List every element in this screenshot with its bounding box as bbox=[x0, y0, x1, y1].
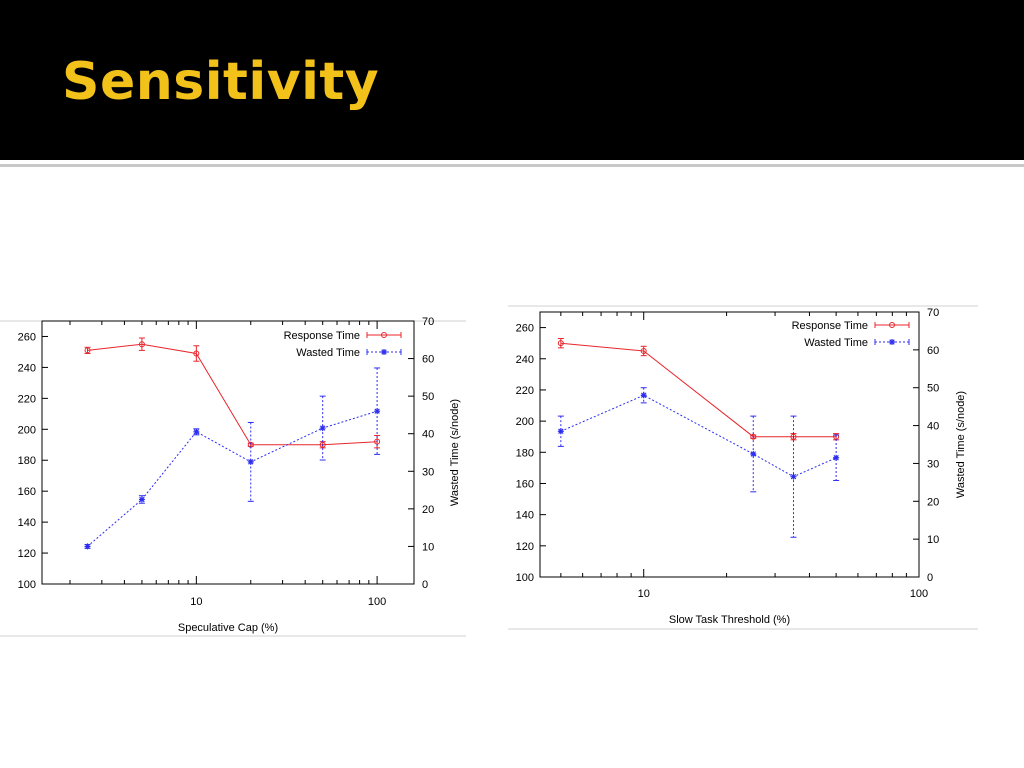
y-tick-label: 100 bbox=[18, 579, 36, 591]
legend-label-wasted-time: Wasted Time bbox=[804, 337, 868, 349]
y-tick-label: 140 bbox=[18, 517, 36, 529]
title-divider bbox=[0, 164, 1024, 167]
y2-axis-label: Wasted Time (s/node) bbox=[449, 399, 461, 506]
legend-marker-response-time bbox=[381, 332, 387, 338]
series-line-wasted-time bbox=[560, 394, 837, 478]
data-point-response-time bbox=[319, 441, 326, 448]
legend-marker-wasted-time bbox=[381, 349, 387, 355]
y2-tick-label: 70 bbox=[422, 316, 434, 328]
data-point-wasted-time bbox=[750, 450, 757, 457]
legend-label-response-time: Response Time bbox=[284, 330, 360, 342]
y2-tick-label: 30 bbox=[422, 466, 434, 478]
y2-tick-label: 10 bbox=[927, 534, 939, 546]
y2-tick-label: 40 bbox=[927, 421, 939, 433]
legend-marker-response-time bbox=[889, 322, 895, 328]
y2-tick-label: 30 bbox=[927, 458, 939, 470]
data-point-wasted-time bbox=[319, 425, 326, 432]
series-line-response-time bbox=[87, 343, 378, 446]
y2-tick-label: 40 bbox=[422, 429, 434, 441]
y2-axis-label: Wasted Time (s/node) bbox=[955, 391, 967, 498]
y2-tick-label: 60 bbox=[927, 345, 939, 357]
y2-tick-label: 0 bbox=[927, 572, 933, 584]
y2-tick-label: 50 bbox=[422, 391, 434, 403]
y-tick-label: 160 bbox=[18, 486, 36, 498]
y2-tick-label: 0 bbox=[422, 579, 428, 591]
data-point-wasted-time bbox=[374, 408, 381, 415]
title-bar: Sensitivity bbox=[0, 0, 1024, 160]
y2-tick-label: 20 bbox=[927, 496, 939, 508]
y-tick-label: 120 bbox=[18, 548, 36, 560]
y-tick-label: 160 bbox=[516, 478, 534, 490]
series-line-wasted-time bbox=[87, 410, 378, 547]
x-tick-label: 100 bbox=[368, 596, 386, 608]
data-point-response-time bbox=[84, 347, 91, 354]
data-point-response-time bbox=[790, 433, 797, 440]
y-tick-label: 260 bbox=[18, 331, 36, 343]
data-point-wasted-time bbox=[84, 543, 91, 550]
y-tick-label: 180 bbox=[18, 455, 36, 467]
data-point-response-time bbox=[750, 433, 757, 440]
y-tick-label: 120 bbox=[516, 541, 534, 553]
x-axis-label: Speculative Cap (%) bbox=[178, 622, 278, 634]
legend-label-wasted-time: Wasted Time bbox=[296, 347, 360, 359]
data-point-response-time bbox=[640, 347, 647, 354]
chart-slow-task-threshold: 100 120 140 160 180 200 220 240 260 0 10 20 30 40 50 60… bbox=[506, 300, 981, 632]
x-tick-label: 100 bbox=[910, 588, 928, 600]
y-tick-label: 220 bbox=[516, 385, 534, 397]
data-point-wasted-time bbox=[247, 458, 254, 465]
data-point-wasted-time bbox=[833, 454, 840, 461]
plot-area bbox=[41, 320, 415, 585]
y-tick-label: 200 bbox=[516, 416, 534, 428]
y2-tick-label: 10 bbox=[422, 541, 434, 553]
y-tick-label: 220 bbox=[18, 393, 36, 405]
legend-marker-wasted-time bbox=[889, 339, 895, 345]
y-tick-label: 260 bbox=[516, 323, 534, 335]
chart-svg-slow-task-threshold: 100 120 140 160 180 200 220 240 260 0 10 20 30 40 50 60… bbox=[508, 305, 978, 630]
y2-tick-label: 70 bbox=[927, 307, 939, 319]
y-tick-label: 200 bbox=[18, 424, 36, 436]
y-tick-label: 140 bbox=[516, 510, 534, 522]
slide-title: Sensitivity bbox=[62, 52, 380, 112]
y-tick-label: 100 bbox=[516, 572, 534, 584]
data-point-wasted-time bbox=[138, 496, 145, 503]
data-point-wasted-time bbox=[557, 428, 564, 435]
data-point-response-time bbox=[193, 350, 200, 357]
x-axis-label: Slow Task Threshold (%) bbox=[669, 614, 790, 626]
y-tick-label: 240 bbox=[18, 362, 36, 374]
y-tick-label: 240 bbox=[516, 354, 534, 366]
plot-area bbox=[539, 311, 920, 578]
data-point-response-time bbox=[138, 341, 145, 348]
y2-tick-label: 20 bbox=[422, 504, 434, 516]
series-line-response-time bbox=[560, 342, 837, 438]
data-point-wasted-time bbox=[640, 392, 647, 399]
x-tick-label: 10 bbox=[638, 588, 650, 600]
chart-svg-speculative-cap: 100 120 140 160 180 200 220 240 260 0 10 20 30 40 50 60… bbox=[0, 316, 466, 637]
legend-label-response-time: Response Time bbox=[792, 320, 868, 332]
data-point-wasted-time bbox=[193, 428, 200, 435]
y-tick-label: 180 bbox=[516, 447, 534, 459]
x-tick-label: 10 bbox=[190, 596, 202, 608]
data-point-wasted-time bbox=[790, 473, 797, 480]
y2-tick-label: 60 bbox=[422, 354, 434, 366]
y2-tick-label: 50 bbox=[927, 383, 939, 395]
chart-speculative-cap: 100 120 140 160 180 200 220 240 260 0 10 20 30 40 50 60… bbox=[0, 300, 470, 640]
data-point-response-time bbox=[557, 340, 564, 347]
